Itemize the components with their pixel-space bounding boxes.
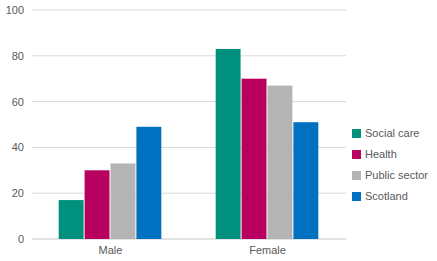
legend-label: Health (365, 148, 397, 160)
bar (242, 79, 267, 239)
bar (59, 200, 84, 239)
grid (32, 10, 346, 239)
y-tick-label: 80 (12, 50, 24, 62)
legend-swatch (352, 171, 361, 180)
legend-label: Scotland (365, 190, 408, 202)
legend-swatch (352, 150, 361, 159)
bar (85, 170, 110, 239)
y-tick-label: 20 (12, 187, 24, 199)
bar (136, 127, 161, 239)
legend-swatch (352, 192, 361, 201)
legend-label: Social care (365, 127, 419, 139)
chart-container: 0 20 40 60 80 100 Male Female Social care Health P… (0, 0, 437, 261)
legend: Social care Health Public sector Scotland (352, 127, 428, 202)
legend-swatch (352, 129, 361, 138)
grid-line (32, 101, 346, 102)
y-tick-label: 0 (18, 233, 24, 245)
bar (268, 86, 293, 239)
bar (293, 122, 318, 239)
chart: 0 20 40 60 80 100 Male Female Social care Health P… (0, 0, 437, 261)
legend-label: Public sector (365, 169, 428, 181)
y-tick-label: 40 (12, 141, 24, 153)
y-tick-label: 100 (6, 4, 24, 16)
grid-line (32, 55, 346, 56)
y-tick-label: 60 (12, 96, 24, 108)
x-tick-label: Male (99, 244, 123, 256)
x-tick-label: Female (249, 244, 286, 256)
grid-line (32, 10, 346, 11)
bars (59, 49, 319, 239)
bar (111, 163, 136, 239)
bar (216, 49, 241, 239)
